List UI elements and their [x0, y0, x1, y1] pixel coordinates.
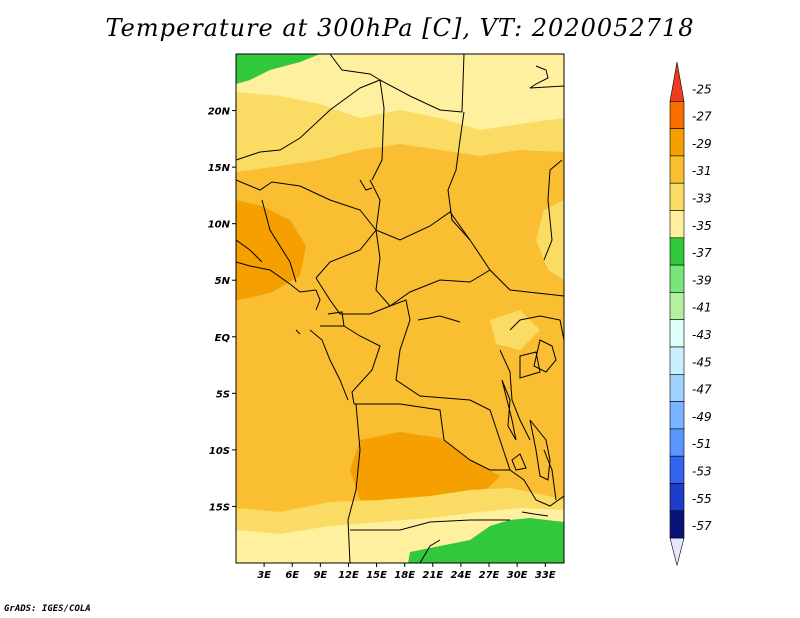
country-borders [236, 54, 564, 563]
lon-tick-label: 3E [257, 570, 271, 581]
lon-tick-label: 24E [451, 570, 472, 581]
colorbar-label: -45 [692, 355, 712, 369]
field-band-33-se [490, 310, 540, 350]
lon-tick-label: 21E [422, 570, 443, 581]
map-title: Temperature at 300hPa [C], VT: 202005271… [105, 14, 695, 42]
colorbar-arrow-bottom [669, 537, 685, 566]
colorbar-label: -47 [692, 383, 712, 397]
colorbar-label: -41 [692, 301, 712, 315]
colorbar-label: -33 [692, 192, 712, 206]
colorbar-swatch [669, 237, 685, 266]
colorbar-swatch [669, 292, 685, 320]
field-band-35-north [236, 54, 564, 130]
colorbar-swatch [669, 510, 685, 539]
colorbar-label: -53 [692, 465, 712, 479]
temperature-field [236, 54, 564, 563]
lon-tick-label: 27E [479, 570, 500, 581]
field-band-29-west [236, 200, 306, 300]
colorbar-label: -43 [692, 328, 712, 342]
field-band-37-south [408, 518, 564, 563]
colorbar-label: -57 [692, 519, 712, 533]
colorbar-arrow-top [669, 61, 685, 102]
lon-tick-label: 33E [535, 570, 556, 581]
colorbar-label: -49 [692, 410, 712, 424]
credit-text: GrADS: IGES/COLA [4, 604, 91, 614]
colorbar-swatch [669, 210, 685, 239]
colorbar-swatch [669, 155, 685, 184]
lat-tick-label: EQ [215, 333, 231, 344]
lon-tick-label: 9E [313, 570, 327, 581]
colorbar-swatch [669, 373, 685, 402]
map-frame [235, 53, 565, 564]
field-band-37-northwest [236, 54, 320, 84]
lat-tick-label: 20N [208, 107, 231, 118]
colorbar-swatch [669, 182, 685, 211]
lon-tick-label: 6E [285, 570, 299, 581]
lat-tick-label: 10N [208, 220, 231, 231]
colorbar-swatch [669, 483, 685, 512]
lat-tick-label: 15S [209, 502, 230, 513]
colorbar-label: -35 [692, 219, 712, 233]
lon-tick-label: 12E [338, 570, 359, 581]
lat-tick-label: 15N [208, 163, 231, 174]
colorbar-label: -37 [692, 246, 712, 260]
colorbar-label: -39 [692, 273, 712, 287]
colorbar-swatch [669, 319, 685, 348]
colorbar-swatch [669, 264, 685, 293]
lat-tick-label: 5S [216, 389, 230, 400]
colorbar-label: -31 [692, 164, 712, 178]
field-band-29-south [350, 432, 500, 506]
colorbar-label: -25 [692, 82, 712, 96]
colorbar-label: -27 [692, 110, 712, 124]
colorbar-swatch [669, 128, 685, 157]
colorbar-swatch [669, 401, 685, 430]
colorbar: -25 -27 -29 -31 -33 -35 -37 -39 -41 -43 -45 -47 -49 -… [669, 61, 712, 566]
colorbar-swatch [669, 346, 685, 375]
colorbar-label: -55 [692, 492, 712, 506]
lon-tick-label: 18E [394, 570, 415, 581]
lon-tick-label: 15E [366, 570, 387, 581]
lat-tick-label: 5N [215, 276, 231, 287]
colorbar-label: -29 [692, 137, 712, 151]
colorbar-swatch [669, 428, 685, 457]
colorbar-swatch [669, 455, 685, 484]
colorbar-swatch [669, 101, 685, 129]
colorbar-label: -51 [692, 437, 712, 451]
latitude-axis: 20N 15N 10N 5N EQ 5S 10S 15S [208, 107, 236, 513]
lon-tick-label: 30E [507, 570, 528, 581]
field-band-33-east [536, 200, 564, 280]
longitude-axis: 3E 6E 9E 12E 15E 18E 21E 24E 27E 30E 33E [257, 563, 556, 581]
lat-tick-label: 10S [209, 446, 230, 457]
